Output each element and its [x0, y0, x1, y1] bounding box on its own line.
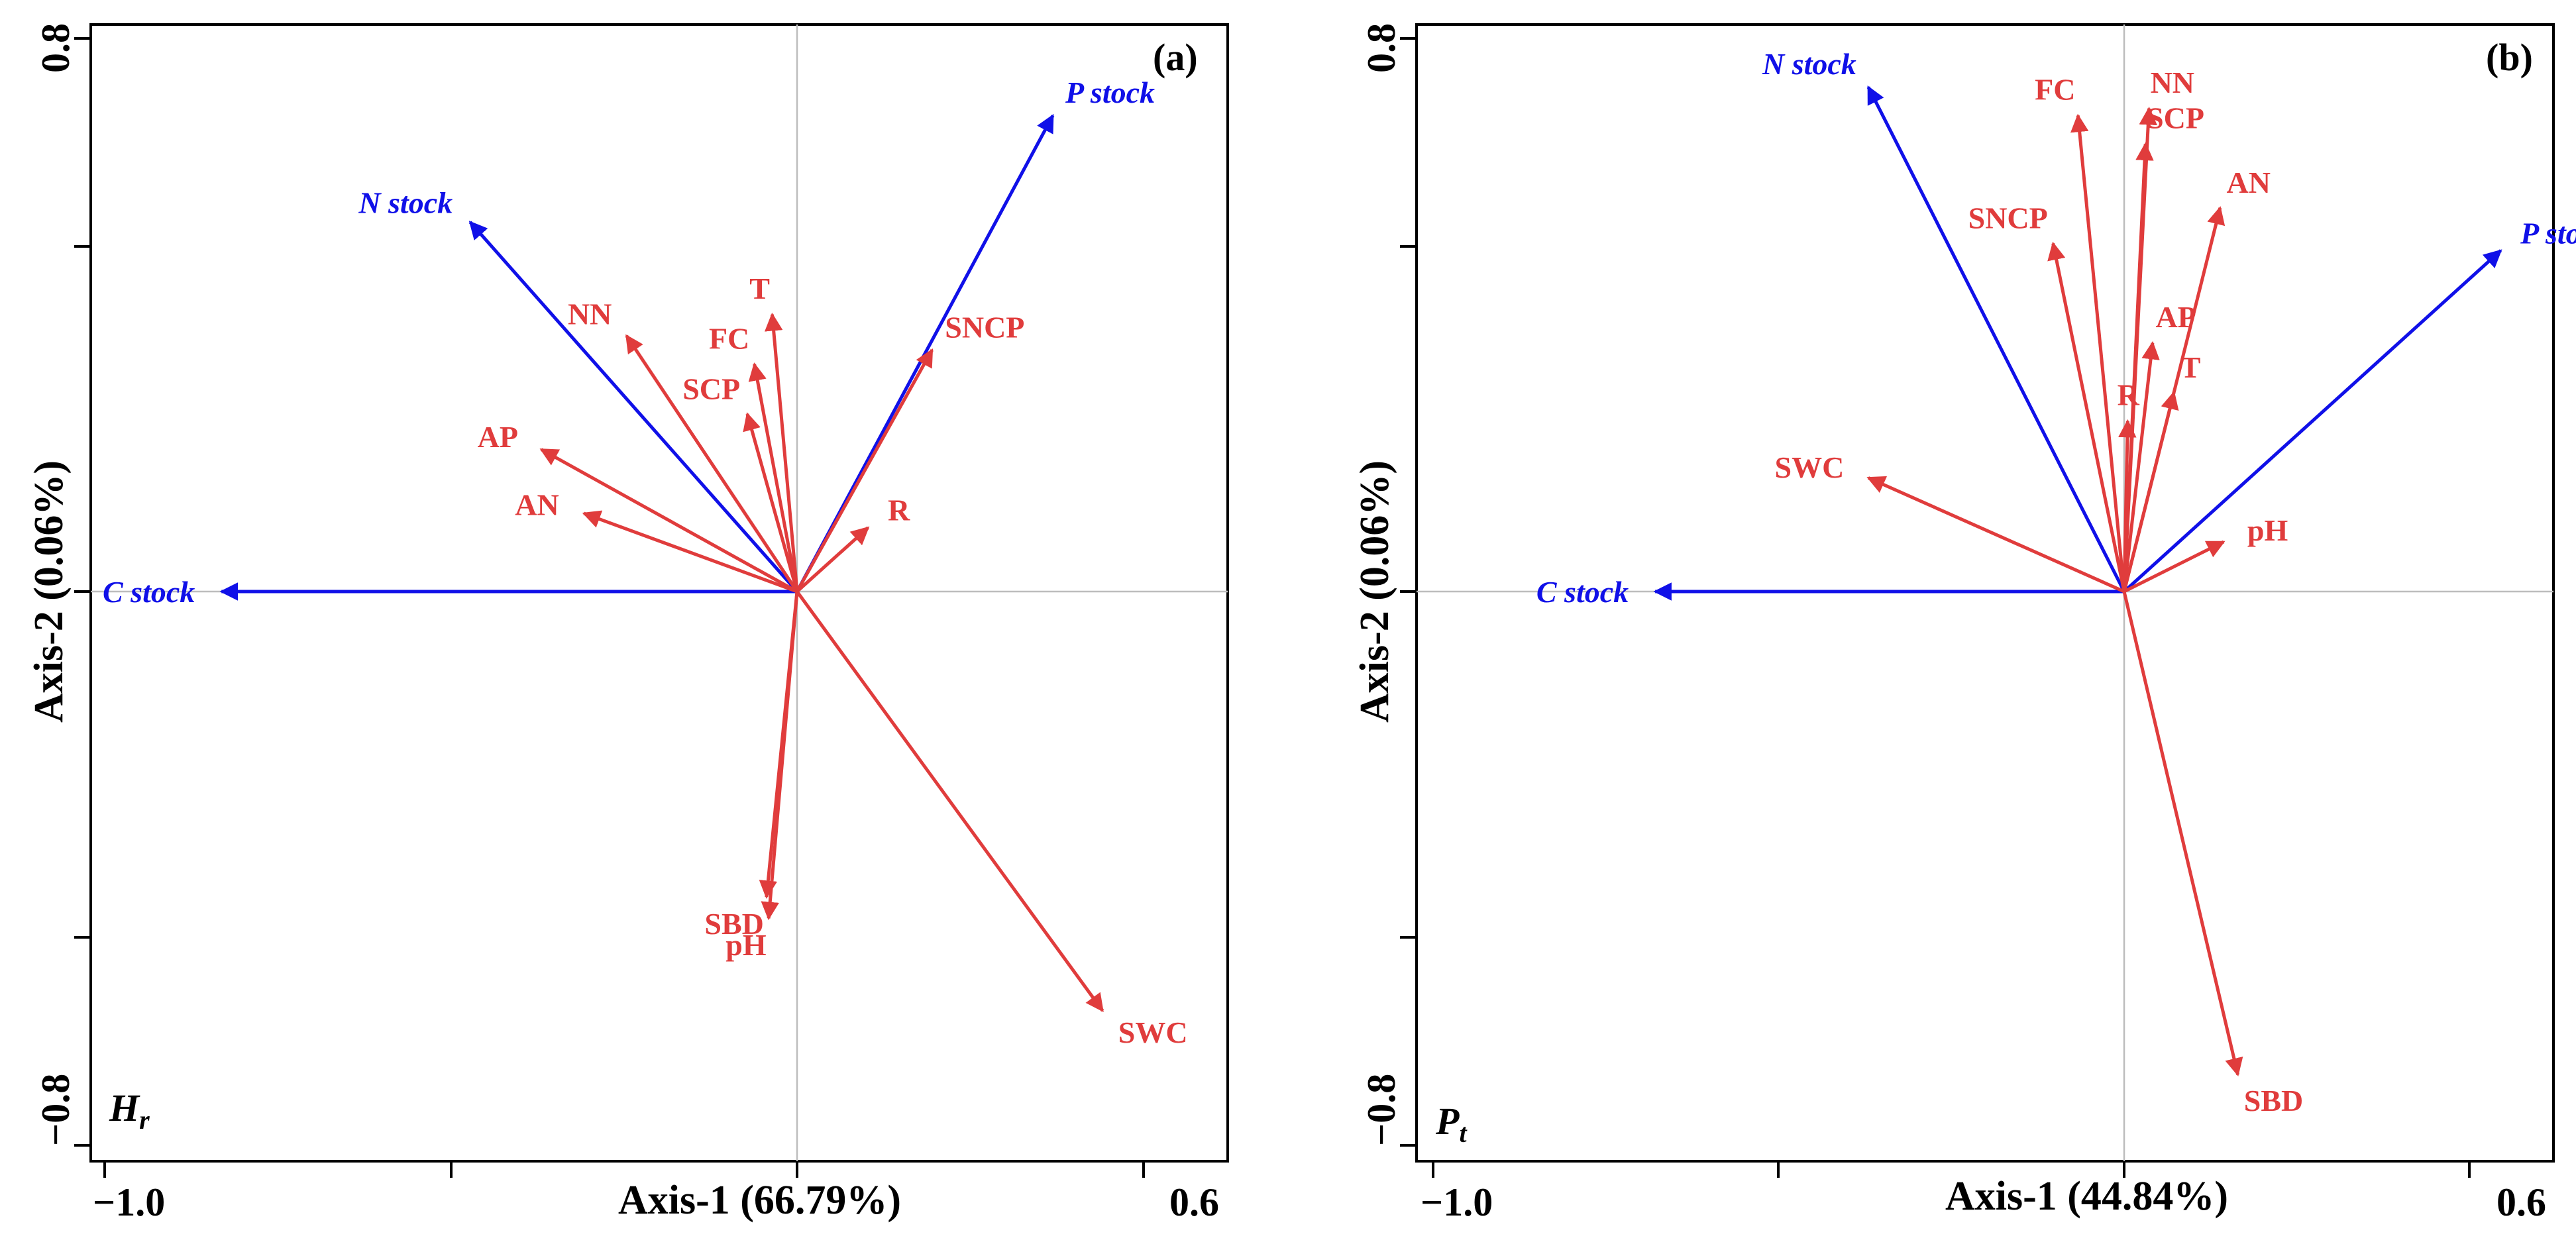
response-vector-n-stock: [468, 221, 798, 593]
response-vector-n-stock: [1866, 85, 2126, 593]
panel-a: −1.0 0.6 Axis-1 (66.79%) 0.8 −0.8 Axis-2…: [27, 23, 1229, 1224]
explanatory-label-r: R: [888, 493, 910, 527]
vectors-a: C stock N stock P stock NN TFC SCP AP AN SNCP R SB…: [103, 76, 1188, 1049]
explanatory-label-sncp: SNCP: [945, 310, 1024, 344]
explanatory-vector-fc: [2070, 113, 2126, 592]
response-label-p-stock: P stock: [1065, 76, 1155, 109]
response-label-n-stock: N stock: [358, 185, 453, 219]
y-tick-label-max-b: 0.8: [1360, 23, 1403, 73]
explanatory-label-sbd: SBD: [704, 907, 763, 941]
explanatory-label-scp: SCP: [682, 372, 740, 405]
explanatory-label-r: R: [2118, 378, 2140, 412]
explanatory-label-ap: AP: [478, 420, 518, 454]
explanatory-label-t: T: [2180, 350, 2201, 384]
corner-label-subscript: r: [139, 1105, 150, 1135]
explanatory-vector-sbd: [2122, 591, 2243, 1076]
explanatory-label-sncp: SNCP: [1968, 201, 2048, 234]
explanatory-vector-swc: [1866, 476, 2125, 594]
explanatory-label-swc: SWC: [1118, 1015, 1188, 1049]
explanatory-vector-an: [582, 510, 798, 594]
explanatory-vector-scp: [2122, 142, 2154, 592]
x-tick-label-min-b: −1.0: [1421, 1180, 1493, 1224]
y-axis-label-b: Axis-2 (0.06%): [1352, 460, 1397, 723]
explanatory-vector-t: [764, 312, 799, 592]
panel-label-b: (b): [2486, 36, 2533, 79]
explanatory-label-ph: pH: [725, 928, 767, 962]
explanatory-vector-sncp: [795, 348, 934, 593]
corner-label-main: H: [109, 1086, 140, 1129]
panel-b: −1.0 0.6 Axis-1 (44.84%) 0.8 −0.8 Axis-2…: [1352, 23, 2576, 1224]
explanatory-vector-sncp: [2047, 241, 2126, 592]
response-label-c-stock: C stock: [1536, 575, 1629, 609]
explanatory-vector-swc: [795, 590, 1104, 1012]
explanatory-label-nn: NN: [568, 297, 612, 331]
explanatory-vector-ph: [2123, 540, 2226, 594]
x-axis-label-b: Axis-1 (44.84%): [1945, 1174, 2228, 1219]
y-tick-label-min-b: −0.8: [1360, 1074, 1403, 1146]
explanatory-vector-ap: [2122, 340, 2160, 592]
y-tick-label-max-a: 0.8: [34, 23, 78, 73]
explanatory-label-sbd: SBD: [2244, 1084, 2303, 1117]
explanatory-label-nn: NN: [2151, 66, 2194, 99]
explanatory-vector-ph: [761, 591, 799, 921]
x-tick-label-max-b: 0.6: [2496, 1180, 2546, 1224]
x-tick-label-min-a: −1.0: [93, 1180, 165, 1224]
explanatory-label-scp: SCP: [2147, 101, 2204, 134]
explanatory-label-an: AN: [515, 488, 559, 521]
explanatory-vector-r: [796, 526, 870, 593]
x-axis-label-a: Axis-1 (66.79%): [618, 1178, 901, 1223]
response-label-c-stock: C stock: [103, 575, 195, 609]
explanatory-label-ph: pH: [2247, 513, 2288, 547]
y-axis-label-a: Axis-2 (0.06%): [27, 460, 72, 723]
explanatory-label-an: AN: [2226, 166, 2270, 199]
explanatory-vector-fc: [748, 362, 799, 592]
corner-label-a: Hr: [109, 1086, 150, 1135]
corner-label-subscript: t: [1459, 1118, 1468, 1148]
explanatory-label-t: T: [749, 272, 770, 305]
explanatory-label-fc: FC: [709, 321, 749, 355]
y-tick-label-min-a: −0.8: [34, 1074, 78, 1146]
explanatory-label-fc: FC: [2035, 73, 2075, 107]
explanatory-vector-ap: [539, 448, 798, 594]
explanatory-vector-nn: [625, 334, 799, 593]
corner-label-main: P: [1435, 1100, 1460, 1143]
explanatory-label-swc: SWC: [1775, 450, 1845, 484]
response-vector-p-stock: [2123, 249, 2502, 593]
explanatory-vector-scp: [743, 412, 799, 592]
panel-label-a: (a): [1153, 36, 1198, 79]
explanatory-vector-t: [2122, 391, 2179, 592]
corner-label-b: Pt: [1435, 1100, 1468, 1148]
response-label-p-stock: P stock: [2520, 216, 2576, 250]
explanatory-vector-r: [2118, 419, 2137, 592]
explanatory-label-ap: AP: [2155, 300, 2196, 334]
response-label-n-stock: N stock: [1762, 47, 1856, 81]
x-tick-label-max-a: 0.6: [1169, 1180, 1219, 1224]
